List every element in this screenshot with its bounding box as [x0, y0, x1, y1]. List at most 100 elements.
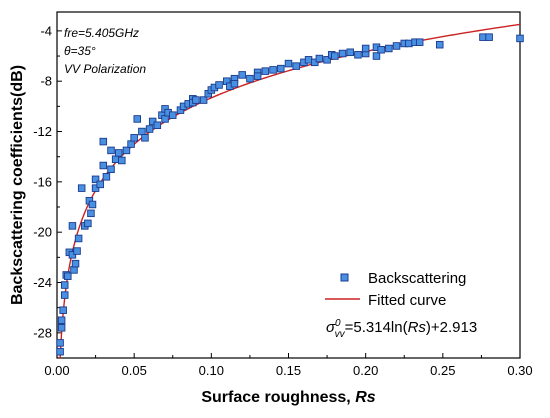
y-axis: -28 -24 -20 -16 -12 -8 -4 — [33, 23, 62, 340]
data-point — [284, 59, 293, 68]
data-point — [292, 62, 300, 70]
x-tick-label: 0.25 — [430, 363, 455, 378]
data-point — [338, 49, 347, 58]
data-point — [372, 52, 381, 60]
data-point — [331, 52, 339, 60]
data-point — [99, 161, 108, 170]
data-point — [261, 67, 270, 75]
data-point — [436, 40, 444, 49]
legend: Backscattering Fitted curve — [325, 270, 466, 309]
data-point — [133, 115, 141, 123]
data-point — [415, 38, 424, 46]
data-point — [310, 58, 319, 67]
data-point — [102, 173, 111, 181]
data-point — [516, 34, 524, 43]
x-tick-label: 0.00 — [44, 363, 69, 378]
data-point — [479, 33, 487, 41]
x-axis-title: Surface roughness, Rs — [201, 389, 375, 406]
data-point — [91, 184, 100, 192]
data-point — [56, 347, 64, 356]
data-point — [114, 149, 123, 157]
data-point — [138, 127, 146, 136]
data-point — [118, 156, 126, 165]
y-tick-label: -24 — [33, 275, 52, 290]
data-point — [88, 200, 97, 209]
y-tick-label: -20 — [33, 225, 52, 240]
x-axis-title-main: Surface roughness, — [201, 389, 355, 406]
data-point — [277, 64, 285, 73]
data-point — [148, 117, 157, 126]
legend-scatter-marker — [340, 273, 349, 282]
data-point — [60, 291, 69, 299]
x-axis: 0.00 0.05 0.10 0.15 0.20 0.25 0.30 — [44, 353, 533, 378]
data-point — [253, 72, 262, 80]
data-point — [68, 222, 77, 230]
x-tick-label: 0.15 — [276, 363, 301, 378]
data-point — [346, 48, 354, 57]
equation-sigma: σ — [326, 319, 336, 336]
data-point — [246, 74, 254, 83]
data-point — [59, 306, 67, 314]
data-point — [323, 56, 331, 64]
annotation-block: fre=5.405GHz θ=35° VV Polarization — [64, 26, 146, 76]
data-point — [56, 339, 64, 347]
x-tick-label: 0.10 — [199, 363, 224, 378]
data-point — [485, 33, 493, 41]
data-point — [199, 96, 208, 104]
legend-scatter-label: Backscattering — [368, 270, 466, 287]
data-point — [122, 146, 131, 155]
data-point — [99, 137, 108, 146]
y-tick-label: -4 — [40, 23, 52, 38]
y-tick-label: -28 — [33, 325, 52, 340]
data-point — [141, 134, 149, 142]
data-point — [57, 324, 66, 332]
legend-fit-label: Fitted curve — [368, 292, 446, 309]
scatter-points — [56, 33, 524, 356]
data-point — [130, 134, 138, 142]
data-point — [315, 54, 324, 63]
data-point — [60, 281, 69, 289]
data-point — [238, 71, 246, 79]
data-point — [84, 219, 92, 228]
data-point — [168, 111, 177, 119]
data-point — [91, 175, 100, 184]
annotation-angle: θ=35° — [64, 44, 96, 58]
annotation-polarization: VV Polarization — [64, 62, 146, 76]
x-tick-label: 0.30 — [507, 363, 532, 378]
data-point — [192, 96, 200, 104]
data-point — [127, 140, 135, 148]
data-point — [145, 125, 154, 133]
y-tick-label: -16 — [33, 174, 52, 189]
data-point — [304, 56, 313, 64]
data-point — [64, 272, 72, 280]
x-axis-title-variable: Rs — [355, 389, 376, 406]
data-point — [392, 42, 401, 50]
y-axis-title: Backscattering coefficients(dB) — [9, 65, 26, 305]
data-point — [405, 39, 413, 48]
data-point — [230, 79, 239, 88]
data-point — [73, 247, 81, 255]
annotation-frequency: fre=5.405GHz — [64, 26, 139, 40]
data-point — [111, 155, 120, 163]
data-point — [74, 234, 83, 243]
data-point — [107, 146, 115, 155]
fit-equation: σ0 vv=5.314ln(Rs)+2.913 — [326, 318, 477, 340]
data-point — [354, 51, 362, 59]
equation-text-2: )+2.913 — [426, 319, 477, 336]
equation-variable: Rs — [408, 319, 427, 336]
equation-subscript: vv — [335, 329, 346, 340]
equation-text-1: =5.314ln( — [345, 319, 408, 336]
data-point — [361, 44, 370, 53]
data-point — [153, 121, 162, 129]
data-point — [77, 184, 86, 192]
data-point — [87, 209, 95, 218]
data-point — [68, 251, 77, 259]
data-point — [215, 81, 223, 89]
data-point — [96, 180, 104, 189]
data-point — [70, 266, 78, 274]
y-tick-label: -8 — [40, 74, 52, 89]
data-point — [377, 46, 385, 54]
x-tick-label: 0.20 — [353, 363, 378, 378]
data-point — [385, 44, 393, 53]
